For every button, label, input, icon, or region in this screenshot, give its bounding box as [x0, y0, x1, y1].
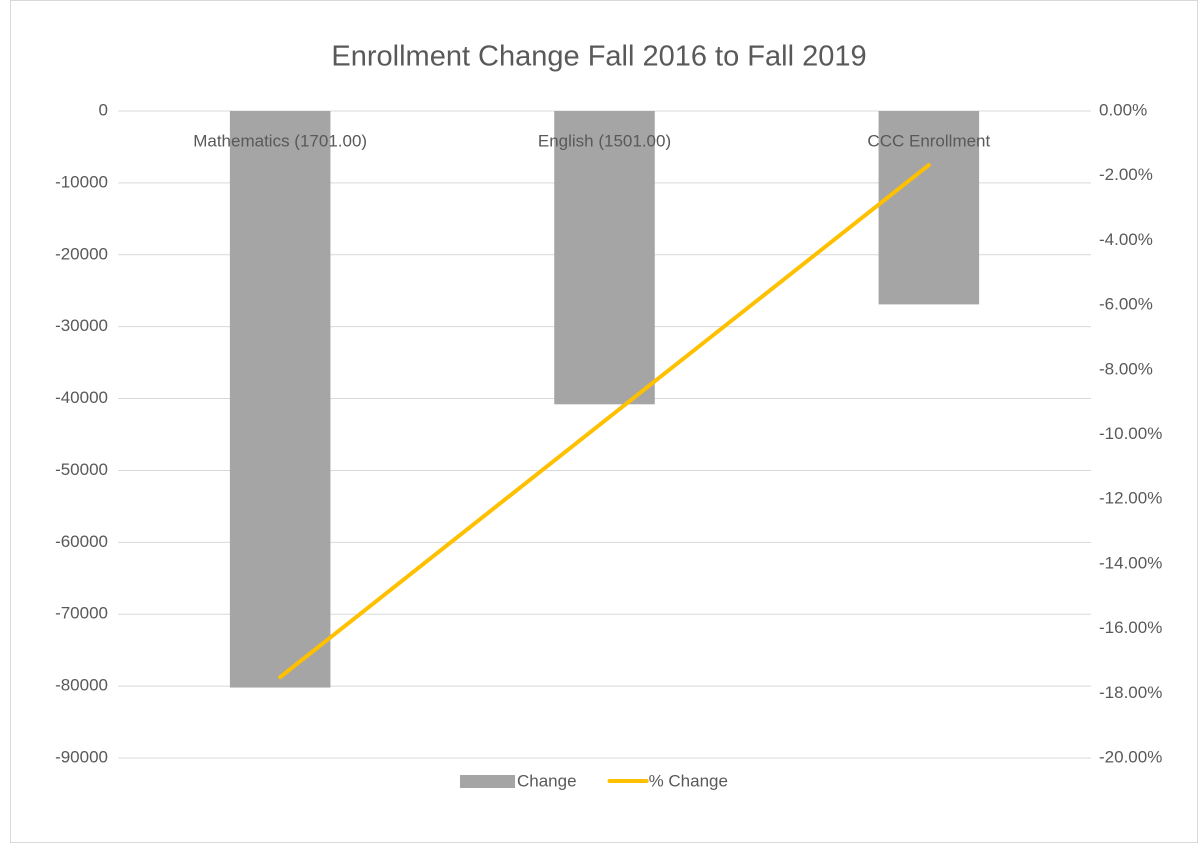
- y2-tick-label: -18.00%: [1099, 683, 1162, 702]
- y2-tick-label: 0.00%: [1099, 100, 1147, 119]
- line: [278, 163, 931, 680]
- chart-title: Enrollment Change Fall 2016 to Fall 2019: [331, 41, 866, 73]
- y-tick-label: -80000: [55, 676, 108, 695]
- legend-label: Change: [517, 771, 577, 790]
- y2-tick-label: -6.00%: [1099, 295, 1153, 314]
- y-tick-label: -50000: [55, 460, 108, 479]
- y-tick-label: -40000: [55, 388, 108, 407]
- y2-tick-label: -4.00%: [1099, 230, 1153, 249]
- x-tick-label: English (1501.00): [538, 131, 671, 150]
- y2-tick-label: -8.00%: [1099, 359, 1153, 378]
- y2-tick-label: -2.00%: [1099, 165, 1153, 184]
- bar: [878, 111, 980, 305]
- bar: [229, 111, 331, 688]
- legend-swatch: [460, 775, 515, 788]
- y2-tick-label: -12.00%: [1099, 489, 1162, 508]
- y-tick-label: -20000: [55, 244, 108, 263]
- y-tick-label: -10000: [55, 172, 108, 191]
- x-tick-label: CCC Enrollment: [867, 131, 990, 150]
- y-tick-label: -30000: [55, 316, 108, 335]
- y-tick-label: -70000: [55, 604, 108, 623]
- y-tick-label: -90000: [55, 747, 108, 766]
- bar: [554, 111, 655, 405]
- y-tick-label: -60000: [55, 532, 108, 551]
- y-tick-label: 0: [99, 100, 108, 119]
- y2-tick-label: -20.00%: [1099, 747, 1162, 766]
- y2-tick-label: -14.00%: [1099, 553, 1162, 572]
- y2-tick-label: -16.00%: [1099, 618, 1162, 637]
- legend-label: % Change: [649, 771, 728, 790]
- x-tick-label: Mathematics (1701.00): [193, 131, 367, 150]
- y2-tick-label: -10.00%: [1099, 424, 1162, 443]
